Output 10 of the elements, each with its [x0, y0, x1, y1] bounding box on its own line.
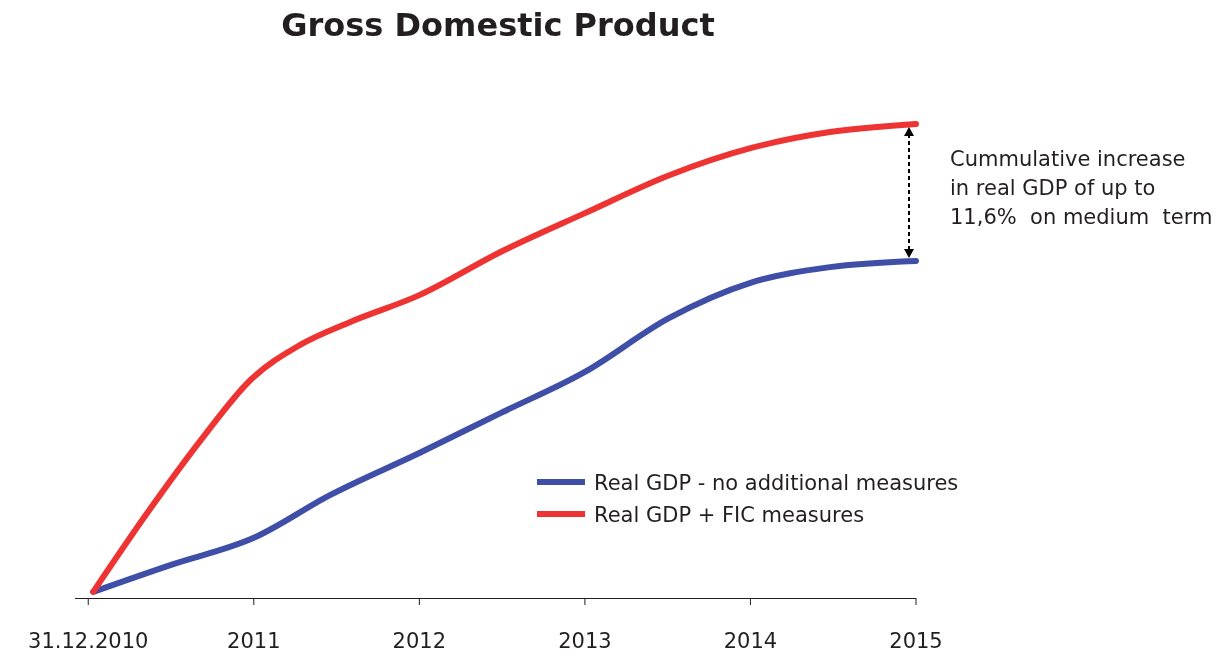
x-tick-label: 2011 [227, 629, 281, 653]
x-tick-label: 2012 [392, 629, 447, 653]
x-tick-label: 2015 [889, 629, 943, 653]
x-tick-label: 2013 [558, 629, 612, 653]
text: Cummulative increase in real GDP of up to 11,6% on medium term [950, 147, 1213, 229]
legend-label: Real GDP + FIC measures [594, 503, 865, 527]
chart-title: Gross Domestic Product [281, 6, 715, 44]
legend-label: Real GDP - no additional measures [594, 471, 959, 495]
x-tick-label: 2014 [723, 629, 778, 653]
x-tick-label: 31.12.2010 [28, 629, 149, 653]
